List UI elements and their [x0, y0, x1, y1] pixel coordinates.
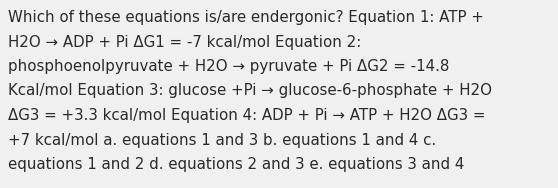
- Text: H2O → ADP + Pi ΔG1 = -7 kcal/mol Equation 2:: H2O → ADP + Pi ΔG1 = -7 kcal/mol Equatio…: [8, 35, 361, 49]
- Text: Kcal/mol Equation 3: glucose +Pi → glucose-6-phosphate + H2O: Kcal/mol Equation 3: glucose +Pi → gluco…: [8, 83, 492, 99]
- Text: Which of these equations is/are endergonic? Equation 1: ATP +: Which of these equations is/are endergon…: [8, 10, 484, 25]
- Text: phosphoenolpyruvate + H2O → pyruvate + Pi ΔG2 = -14.8: phosphoenolpyruvate + H2O → pyruvate + P…: [8, 59, 449, 74]
- Text: equations 1 and 2 d. equations 2 and 3 e. equations 3 and 4: equations 1 and 2 d. equations 2 and 3 e…: [8, 157, 464, 172]
- Text: +7 kcal/mol a. equations 1 and 3 b. equations 1 and 4 c.: +7 kcal/mol a. equations 1 and 3 b. equa…: [8, 133, 436, 148]
- Text: ΔG3 = +3.3 kcal/mol Equation 4: ADP + Pi → ATP + H2O ΔG3 =: ΔG3 = +3.3 kcal/mol Equation 4: ADP + Pi…: [8, 108, 485, 123]
